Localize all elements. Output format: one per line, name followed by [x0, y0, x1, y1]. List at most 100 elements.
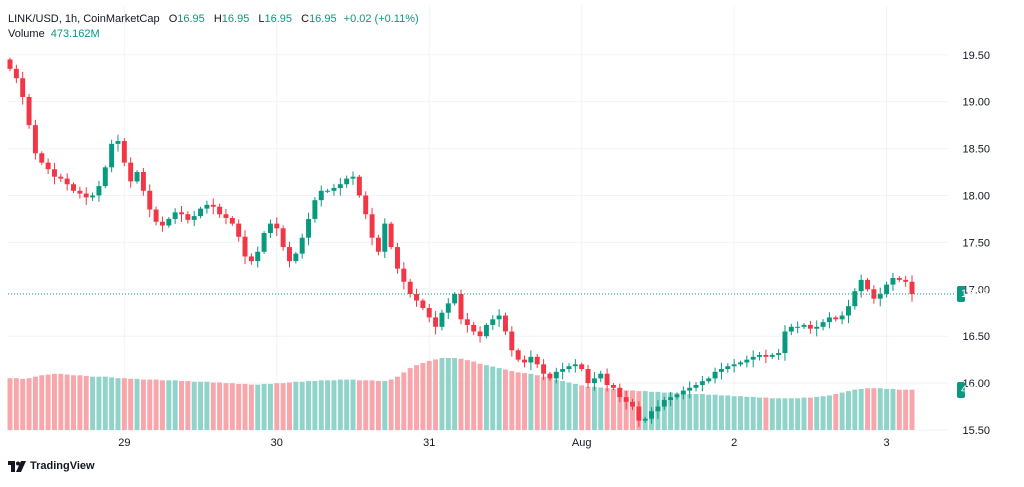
- volume-bar: [217, 382, 223, 430]
- candle-body: [731, 364, 737, 367]
- volume-bar: [731, 396, 737, 430]
- candle-body: [801, 324, 807, 327]
- candle-body: [776, 353, 782, 355]
- candle-body: [26, 96, 32, 126]
- volume-bar: [706, 394, 712, 430]
- candle-body: [51, 169, 57, 177]
- volume-bar: [210, 382, 216, 430]
- symbol-label[interactable]: LINK/USD, 1h, CoinMarketCap: [8, 13, 160, 25]
- candle-body: [140, 172, 146, 191]
- volume-bar: [452, 358, 458, 430]
- candle-body: [153, 209, 159, 222]
- volume-bar: [630, 390, 635, 430]
- volume-bar: [877, 388, 883, 430]
- candle-body: [344, 178, 350, 185]
- volume-bar: [763, 397, 769, 430]
- volume-bar: [248, 384, 254, 430]
- volume-bar: [426, 360, 432, 430]
- volume-bar: [674, 393, 680, 430]
- volume-bar: [598, 387, 604, 430]
- volume-bar: [776, 398, 782, 430]
- volume-bar: [483, 365, 489, 430]
- candle-body: [229, 217, 235, 224]
- volume-bar: [591, 386, 597, 430]
- volume-bar: [642, 391, 648, 430]
- candle-body: [839, 315, 845, 320]
- volume-bar: [255, 384, 261, 430]
- volume-key[interactable]: Volume: [8, 28, 45, 40]
- candle-body: [452, 293, 458, 304]
- volume-bar: [26, 378, 32, 430]
- candle-body: [814, 326, 820, 329]
- x-tick-label: 31: [423, 437, 435, 449]
- candle-body: [483, 324, 489, 337]
- candle-body: [750, 356, 756, 360]
- volume-bar: [159, 380, 165, 430]
- candle-body: [807, 324, 813, 329]
- volume-bar: [312, 381, 318, 430]
- high-key: H: [213, 13, 222, 25]
- candle-body: [515, 350, 521, 360]
- candle-body: [242, 236, 248, 257]
- candle-body: [248, 256, 254, 262]
- volume-bar: [77, 375, 83, 430]
- volume-bar: [337, 379, 343, 430]
- candle-body: [204, 204, 210, 209]
- candle-body: [20, 78, 26, 97]
- candle-body: [32, 125, 38, 154]
- low-value: 16.95: [264, 13, 293, 25]
- candle-body: [382, 223, 388, 252]
- candle-body: [674, 394, 680, 398]
- y-tick-label: 17.00: [962, 284, 990, 296]
- volume-bar: [738, 396, 743, 430]
- volume-bar: [439, 358, 445, 430]
- candle-body: [630, 401, 635, 407]
- x-tick-label: 29: [118, 437, 130, 449]
- volume-bar: [782, 398, 788, 430]
- candle-body: [757, 354, 763, 357]
- volume-bar: [344, 379, 350, 430]
- candle-body: [45, 162, 51, 170]
- candle-body: [769, 354, 775, 357]
- volume-bar: [471, 361, 477, 430]
- candle-body: [293, 253, 299, 262]
- candle-body: [534, 356, 540, 365]
- candle-body: [439, 312, 445, 327]
- volume-bar: [661, 392, 667, 430]
- volume-bar: [172, 380, 178, 430]
- volume-bar: [414, 365, 420, 430]
- candle-body: [198, 208, 204, 217]
- volume-bar: [712, 394, 718, 430]
- candle-body: [83, 193, 89, 198]
- volume-bar: [204, 381, 210, 430]
- candle-body: [579, 364, 585, 370]
- candle-body: [96, 186, 102, 196]
- candle-body: [718, 369, 724, 372]
- candle-body: [617, 387, 623, 398]
- candle-body: [426, 308, 432, 318]
- volume-bar: [814, 396, 820, 430]
- volume-bar: [515, 372, 521, 430]
- tradingview-logo[interactable]: TradingView: [8, 460, 95, 472]
- volume-bar: [58, 373, 64, 430]
- volume-bar: [566, 382, 572, 430]
- volume-bar: [534, 375, 540, 430]
- y-tick-label: 18.00: [962, 190, 990, 202]
- open-key: O: [168, 13, 178, 25]
- candle-body: [553, 371, 559, 379]
- volume-bar: [388, 379, 394, 430]
- x-tick-label: 2: [731, 437, 737, 449]
- candle-body: [433, 317, 439, 327]
- candle-body: [236, 223, 242, 237]
- candle-body: [217, 206, 223, 215]
- candle-body: [826, 317, 832, 323]
- y-tick-label: 19.50: [962, 50, 990, 62]
- volume-bar: [90, 376, 96, 430]
- candle-body: [210, 204, 216, 207]
- candle-body: [13, 68, 19, 79]
- volume-bar: [140, 379, 146, 430]
- volume-bar: [750, 396, 756, 430]
- volume-bar: [617, 389, 623, 430]
